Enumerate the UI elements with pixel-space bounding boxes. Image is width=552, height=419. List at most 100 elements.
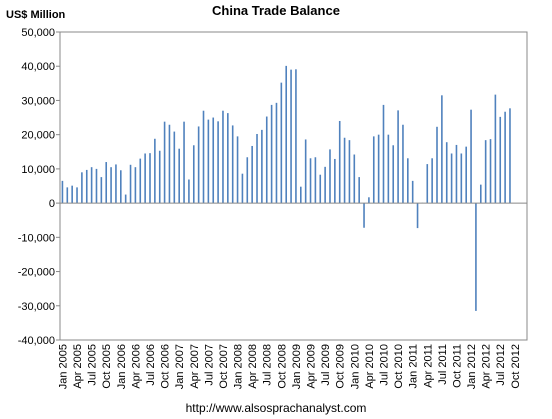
bar xyxy=(338,120,341,204)
x-tick-label: Oct 2007 xyxy=(218,344,230,389)
bar xyxy=(343,137,346,204)
bar xyxy=(509,108,511,204)
bar xyxy=(227,113,229,204)
bar xyxy=(129,164,132,204)
bar xyxy=(168,124,171,204)
bar xyxy=(368,197,370,204)
bar xyxy=(66,187,69,204)
bar xyxy=(270,104,273,204)
annotation: http://www.alsosprachanalyst.com xyxy=(186,401,367,415)
bar xyxy=(479,184,482,204)
x-tick-label: Jul 2011 xyxy=(437,344,449,385)
bar xyxy=(290,69,292,204)
bar xyxy=(475,203,477,311)
bar xyxy=(183,121,185,204)
bar xyxy=(85,169,88,204)
bar xyxy=(319,174,322,204)
bar xyxy=(261,129,263,204)
bar xyxy=(450,153,453,204)
x-tick-label: Apr 2011 xyxy=(422,344,434,388)
bar xyxy=(358,177,360,204)
y-tick-label: 30,000 xyxy=(21,95,55,107)
bar xyxy=(95,168,98,204)
x-tick-label: Apr 2005 xyxy=(72,344,84,389)
x-tick-label: Jul 2012 xyxy=(495,344,507,386)
bar xyxy=(61,180,64,204)
x-tick-label: Jul 2010 xyxy=(378,344,390,386)
bar xyxy=(387,134,390,204)
x-tick-label: Jan 2005 xyxy=(57,344,69,389)
y-tick-label: 10,000 xyxy=(21,164,55,176)
bar xyxy=(236,136,239,204)
bar xyxy=(256,133,258,204)
bar xyxy=(149,153,151,204)
bar xyxy=(329,149,331,204)
bar xyxy=(334,158,336,204)
bar xyxy=(154,138,156,204)
x-tick-label: Jan 2011 xyxy=(408,344,420,388)
bar xyxy=(275,102,278,204)
bar xyxy=(436,126,438,204)
bar xyxy=(285,65,288,204)
bar xyxy=(397,110,399,204)
bar xyxy=(372,136,375,204)
bar xyxy=(392,145,395,204)
bar xyxy=(197,126,200,204)
bar xyxy=(76,187,78,204)
bar xyxy=(90,167,93,204)
x-tick-label: Jan 2006 xyxy=(116,344,128,389)
bar xyxy=(110,167,112,204)
y-tick-label: 40,000 xyxy=(21,61,55,73)
bar xyxy=(222,110,224,204)
x-tick-label: Oct 2011 xyxy=(451,344,463,388)
bar xyxy=(484,140,487,204)
x-tick-label: Jan 2007 xyxy=(174,344,186,389)
y-tick-label: 20,000 xyxy=(21,130,55,142)
x-tick-label: Jan 2010 xyxy=(349,344,361,389)
x-tick-label: Jul 2006 xyxy=(145,344,157,386)
x-tick-label: Oct 2010 xyxy=(393,344,405,389)
bar xyxy=(158,150,161,204)
bar xyxy=(407,158,409,204)
bar xyxy=(71,185,73,204)
bar xyxy=(295,69,297,204)
bar xyxy=(163,121,166,204)
y-tick-label: -30,000 xyxy=(18,301,55,313)
x-tick-label: Jan 2012 xyxy=(466,344,478,389)
x-tick-label: Jul 2007 xyxy=(203,344,215,386)
bar xyxy=(105,162,108,204)
bar xyxy=(460,153,463,204)
x-tick-label: Jul 2005 xyxy=(87,344,99,386)
y-tick-label: -20,000 xyxy=(18,267,55,279)
bar xyxy=(489,139,492,204)
bar xyxy=(134,167,137,204)
bar xyxy=(139,158,142,204)
x-tick-label: Jan 2009 xyxy=(291,344,303,389)
bar xyxy=(465,146,467,204)
bar xyxy=(207,119,210,204)
bar xyxy=(353,154,356,204)
bar xyxy=(241,173,244,204)
bar xyxy=(431,158,433,204)
bar xyxy=(100,177,103,204)
x-tick-label: Apr 2009 xyxy=(306,344,318,389)
bar xyxy=(212,117,215,204)
bar xyxy=(202,110,205,204)
bar xyxy=(246,157,249,204)
bar xyxy=(265,116,268,204)
bar xyxy=(441,95,443,204)
bar xyxy=(455,144,458,204)
y-axis-label: US$ Million xyxy=(6,9,66,21)
plot-area xyxy=(59,31,528,341)
bar xyxy=(377,134,380,204)
x-tick-label: Oct 2008 xyxy=(276,344,288,389)
chart-title: China Trade Balance xyxy=(212,3,340,18)
bar xyxy=(314,157,317,204)
bar xyxy=(309,158,312,204)
bar xyxy=(178,148,180,204)
bar xyxy=(173,131,176,204)
bar xyxy=(348,140,351,204)
x-tick-label: Oct 2006 xyxy=(160,344,172,389)
bar xyxy=(280,82,283,204)
